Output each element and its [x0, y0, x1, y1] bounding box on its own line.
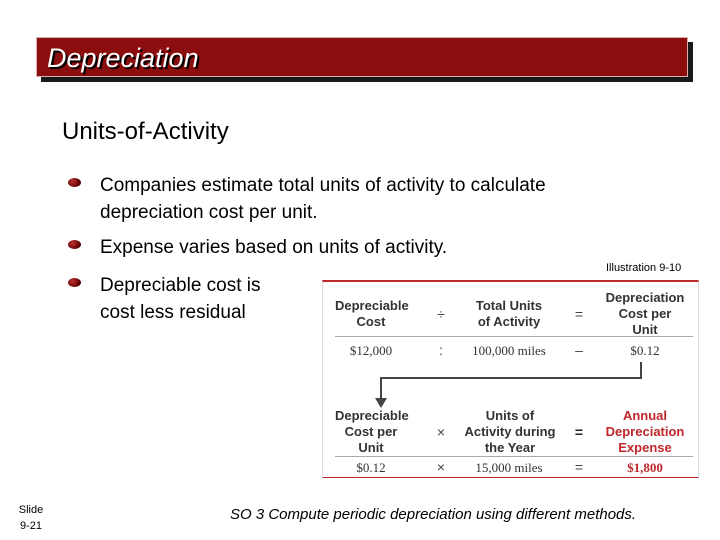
value-total-units: 100,000 miles	[472, 343, 546, 358]
header-units-of-activity: Units of Activity during the Year	[464, 408, 556, 455]
equals-operator: =	[574, 424, 584, 440]
bullet-text: Depreciable cost is cost less residual	[100, 275, 261, 323]
subheading: Units-of-Activity	[62, 118, 229, 145]
value-depreciable-cost-per-unit: $0.12	[356, 460, 386, 475]
header-annual-depreciation-expense: Annual Depreciation Expense	[605, 408, 685, 455]
value-annual-expense: $1,800	[627, 460, 663, 475]
bullet-text: Expense varies based on units of activit…	[100, 237, 448, 258]
value-operator: –	[575, 342, 583, 358]
header-depreciable-cost: Depreciable Cost	[335, 298, 409, 329]
divider	[335, 456, 693, 457]
slide-number: Slide 9-21	[18, 504, 44, 532]
value-operator: ×	[436, 459, 446, 475]
divider	[335, 336, 693, 337]
divide-operator: ÷	[437, 306, 445, 322]
title-banner: Depreciation	[36, 37, 688, 77]
bullet-text: Companies estimate total units of activi…	[100, 175, 546, 223]
header-depreciable-cost-per-unit: Depreciable Cost per Unit	[335, 408, 409, 455]
bullet-icon	[68, 278, 81, 287]
value-units-during-year: 15,000 miles	[475, 460, 543, 475]
bullet-icon	[68, 240, 81, 249]
header-total-units: Total Units of Activity	[475, 298, 543, 329]
flow-arrow-icon	[375, 362, 642, 408]
illustration-label: Illustration 9-10	[606, 262, 682, 274]
study-objective: SO 3 Compute periodic depreciation using…	[230, 506, 637, 523]
header-depreciation-cost-per-unit: Depreciation Cost per Unit	[605, 290, 685, 337]
value-operator: =	[574, 459, 584, 475]
illustration-box: Depreciable Cost ÷ Total Units of Activity…	[322, 280, 699, 478]
value-cost-per-unit: $0.12	[630, 343, 660, 358]
value-operator: :	[439, 342, 443, 358]
multiply-operator: ×	[436, 424, 446, 440]
value-depreciable-cost: $12,000	[349, 343, 393, 358]
slide-title: Depreciation	[47, 43, 199, 73]
equals-operator: =	[574, 306, 584, 322]
bullet-icon	[68, 178, 81, 187]
